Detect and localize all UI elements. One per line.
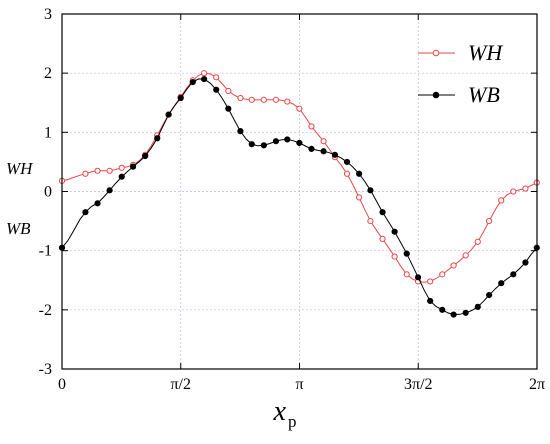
data-point <box>474 238 481 245</box>
data-point <box>189 78 196 86</box>
data-point <box>414 274 422 281</box>
data-point <box>129 163 137 170</box>
data-point <box>272 96 280 103</box>
data-point <box>82 209 89 216</box>
x-axis-label-subscript: p <box>288 412 297 431</box>
data-point <box>427 297 434 305</box>
data-point <box>296 105 303 112</box>
data-point <box>142 152 149 160</box>
data-point <box>308 145 315 152</box>
tick-labels: 0 π/2 π 3π/2 2π -3 -2 -1 0 1 2 3 <box>39 6 545 393</box>
x-tick-label: 0 <box>58 376 66 393</box>
ticks <box>61 13 538 370</box>
data-point <box>450 311 457 318</box>
y-axis-label-wb: WB <box>6 219 31 238</box>
data-point <box>94 167 101 174</box>
x-tick-label: 3π/2 <box>404 376 433 393</box>
y-axis-label-wh: WH <box>6 159 34 178</box>
data-point <box>308 123 315 130</box>
data-point <box>94 200 101 207</box>
legend-marker-wb <box>432 91 440 99</box>
data-point <box>165 111 172 118</box>
data-point <box>343 170 351 177</box>
data-point <box>379 235 386 242</box>
data-point <box>106 167 113 174</box>
legend-label-wb: WB <box>468 82 500 107</box>
data-point <box>106 187 113 194</box>
data-point <box>201 70 208 77</box>
data-point <box>272 138 280 145</box>
data-point <box>486 217 493 225</box>
data-point <box>498 280 505 287</box>
data-point <box>462 309 469 316</box>
y-tick-label: -1 <box>39 243 52 260</box>
data-point <box>510 188 517 195</box>
data-point <box>439 271 446 278</box>
data-point <box>201 75 208 83</box>
data-point <box>213 86 220 93</box>
x-tick-label: π/2 <box>170 376 191 393</box>
grid <box>62 14 537 369</box>
data-point <box>343 158 351 166</box>
data-point <box>260 142 267 149</box>
y-tick-label: 3 <box>44 6 52 23</box>
data-point <box>237 128 244 135</box>
data-point <box>367 217 374 225</box>
data-point <box>462 252 469 259</box>
data-point <box>331 151 339 158</box>
data-point <box>225 87 232 95</box>
data-point <box>118 164 125 171</box>
data-point <box>450 262 457 269</box>
data-point <box>522 185 529 192</box>
data-point <box>522 259 529 266</box>
y-tick-label: 1 <box>44 124 52 141</box>
data-point <box>237 94 244 102</box>
data-point <box>320 148 327 155</box>
data-point <box>403 250 410 257</box>
legend: WH WB <box>418 40 503 107</box>
series-layer <box>58 70 540 318</box>
data-point <box>379 209 386 216</box>
data-point <box>154 135 161 142</box>
series-wb <box>58 75 540 318</box>
data-point <box>391 228 398 235</box>
data-point <box>356 194 363 201</box>
data-point <box>213 74 220 81</box>
y-tick-label: -2 <box>39 302 52 319</box>
data-point <box>118 173 125 180</box>
data-point <box>367 187 374 194</box>
data-point <box>260 96 267 103</box>
data-point <box>474 303 481 310</box>
x-tick-label: 2π <box>529 376 545 393</box>
y-tick-label: -3 <box>39 361 52 378</box>
data-point <box>391 253 398 260</box>
y-tick-label: 0 <box>44 184 52 201</box>
y-tick-label: 2 <box>44 65 52 82</box>
legend-label-wh: WH <box>468 40 503 65</box>
data-point <box>439 306 446 313</box>
data-point <box>82 170 89 177</box>
data-point <box>498 197 505 204</box>
data-point <box>225 105 232 112</box>
data-point <box>403 271 410 278</box>
data-point <box>248 96 255 103</box>
x-tick-label: π <box>295 376 303 393</box>
data-point <box>248 141 255 148</box>
data-point <box>284 136 291 143</box>
data-point <box>427 278 434 285</box>
data-point <box>320 138 327 145</box>
data-point <box>177 94 184 102</box>
data-point <box>296 139 303 147</box>
data-point <box>510 271 517 278</box>
data-point <box>284 98 291 105</box>
x-axis-label-main: x <box>273 396 287 427</box>
data-point <box>356 170 363 177</box>
legend-marker-wh <box>432 49 440 57</box>
data-point <box>486 291 493 299</box>
